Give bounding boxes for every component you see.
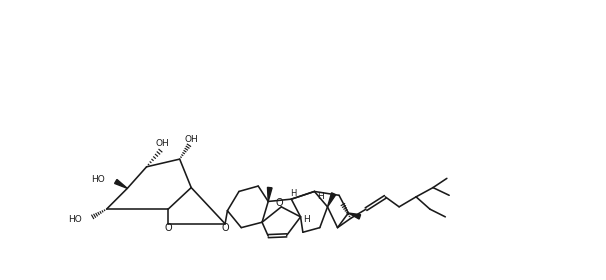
Text: H: H [317, 192, 324, 201]
Text: OH: OH [184, 135, 198, 144]
Polygon shape [348, 213, 361, 219]
Text: O: O [276, 198, 284, 208]
Text: O: O [164, 223, 172, 233]
Polygon shape [115, 179, 127, 188]
Polygon shape [267, 187, 272, 201]
Text: H: H [304, 215, 310, 224]
Polygon shape [327, 193, 336, 207]
Text: HO: HO [92, 175, 105, 185]
Text: O: O [221, 223, 229, 233]
Text: H: H [290, 189, 296, 198]
Text: OH: OH [156, 139, 170, 148]
Text: HO: HO [68, 215, 82, 224]
